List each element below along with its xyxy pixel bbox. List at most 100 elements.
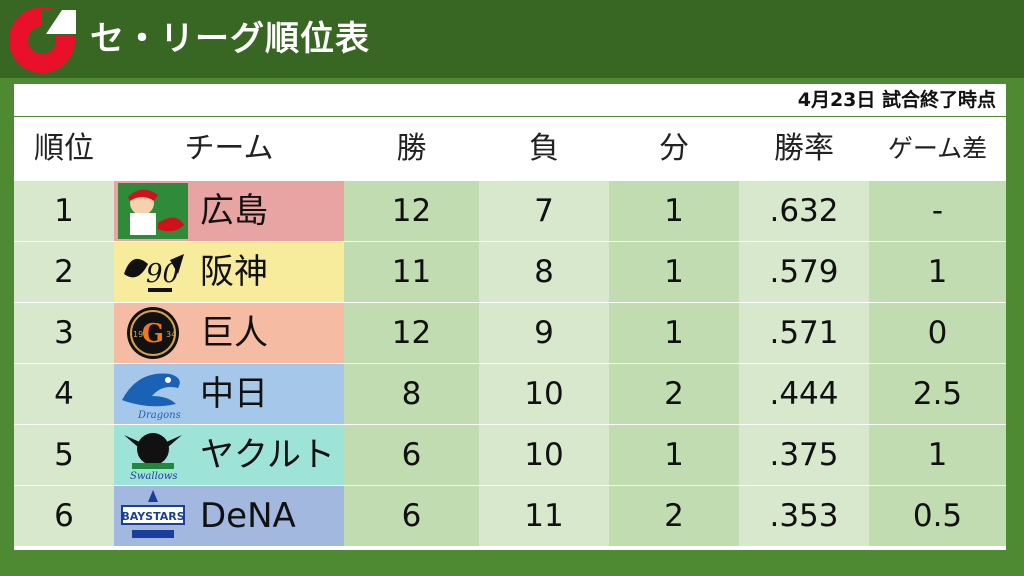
losses-cell: 10 bbox=[524, 376, 564, 412]
games-behind-cell: 0 bbox=[927, 315, 948, 351]
date-strip: 4月23日 試合終了時点 bbox=[14, 84, 1006, 116]
svg-text:G: G bbox=[142, 319, 164, 349]
rank-cell: 6 bbox=[54, 498, 74, 534]
col-header-draws: 分 bbox=[659, 131, 689, 166]
dragons-logo-icon: Dragons bbox=[118, 366, 188, 422]
cell-background bbox=[479, 486, 609, 546]
svg-text:Dragons: Dragons bbox=[137, 410, 181, 421]
cell-background bbox=[609, 425, 739, 485]
cell-background bbox=[739, 364, 869, 424]
cell-background bbox=[344, 486, 479, 546]
games-behind-cell: 1 bbox=[927, 437, 948, 473]
cell-background bbox=[14, 486, 114, 546]
as-of-date: 4月23日 試合終了時点 bbox=[797, 89, 996, 111]
cell-background bbox=[479, 364, 609, 424]
cell-background bbox=[479, 425, 609, 485]
team-name: 中日 bbox=[200, 374, 268, 414]
rank-cell: 3 bbox=[54, 315, 74, 351]
rank-cell: 5 bbox=[54, 437, 74, 473]
cell-background bbox=[739, 486, 869, 546]
baystars-logo-icon: BAYSTARS bbox=[118, 488, 188, 544]
rank-cell: 1 bbox=[54, 193, 74, 229]
cell-background bbox=[609, 486, 739, 546]
pct-cell: .571 bbox=[769, 315, 839, 351]
cell-background bbox=[869, 486, 1006, 546]
cell-background bbox=[869, 181, 1006, 241]
cell-background bbox=[739, 303, 869, 363]
col-header-losses: 負 bbox=[529, 131, 559, 166]
cell-background bbox=[479, 242, 609, 302]
cell-background bbox=[869, 425, 1006, 485]
cell-background bbox=[739, 425, 869, 485]
pct-cell: .444 bbox=[769, 376, 839, 412]
cell-background bbox=[14, 364, 114, 424]
wins-cell: 6 bbox=[401, 437, 422, 473]
draws-cell: 2 bbox=[664, 498, 684, 534]
losses-cell: 8 bbox=[534, 254, 554, 290]
brand-logo-icon bbox=[9, 7, 76, 73]
games-behind-cell: 2.5 bbox=[912, 376, 963, 412]
page-title: セ・リーグ順位表 bbox=[90, 19, 370, 59]
draws-cell: 1 bbox=[664, 437, 684, 473]
rank-cell: 2 bbox=[54, 254, 74, 290]
col-header-wins: 勝 bbox=[396, 131, 427, 166]
cell-background bbox=[479, 181, 609, 241]
team-name: 阪神 bbox=[200, 252, 268, 292]
cell-background bbox=[739, 181, 869, 241]
cell-background bbox=[609, 303, 739, 363]
team-name: DeNA bbox=[200, 496, 296, 536]
cell-background bbox=[869, 303, 1006, 363]
losses-cell: 7 bbox=[534, 193, 554, 229]
cell-background bbox=[14, 181, 114, 241]
pct-cell: .353 bbox=[769, 498, 839, 534]
cell-background bbox=[14, 425, 114, 485]
cell-background bbox=[344, 303, 479, 363]
col-header-rank: 順位 bbox=[34, 131, 94, 166]
svg-text:Swallows: Swallows bbox=[130, 471, 177, 482]
games-behind-cell: 0.5 bbox=[912, 498, 963, 534]
cell-background bbox=[14, 242, 114, 302]
svg-text:19: 19 bbox=[133, 330, 143, 339]
wins-cell: 8 bbox=[401, 376, 422, 412]
svg-text:BAYSTARS: BAYSTARS bbox=[121, 510, 184, 523]
cell-background bbox=[344, 181, 479, 241]
pct-cell: .375 bbox=[769, 437, 839, 473]
pct-cell: .632 bbox=[769, 193, 839, 229]
table-row: 1 広島 12 7 1 .632 - bbox=[14, 181, 1006, 241]
cell-background bbox=[344, 364, 479, 424]
swallows-logo-icon: Swallows bbox=[118, 427, 188, 483]
cell-background bbox=[609, 242, 739, 302]
table-row: BAYSTARS 6 DeNA 6 11 2 .353 0.5 bbox=[14, 486, 1006, 546]
header-bar: セ・リーグ順位表 bbox=[0, 0, 1024, 78]
pct-cell: .579 bbox=[769, 254, 839, 290]
losses-cell: 11 bbox=[524, 498, 564, 534]
losses-cell: 10 bbox=[524, 437, 564, 473]
draws-cell: 1 bbox=[664, 315, 684, 351]
cell-background bbox=[739, 242, 869, 302]
rank-cell: 4 bbox=[54, 376, 74, 412]
wins-cell: 11 bbox=[391, 254, 432, 290]
cell-background bbox=[14, 303, 114, 363]
wins-cell: 6 bbox=[401, 498, 422, 534]
cell-background bbox=[869, 364, 1006, 424]
standings-table: 順位 チーム 勝 負 分 勝率 ゲーム差 1 広島 12 7 1.632-90 2 阪神 11… bbox=[14, 117, 1006, 550]
table-row: 90 2 阪神 11 8 1 .579 1 bbox=[14, 242, 1006, 302]
carp-logo-icon bbox=[118, 183, 188, 239]
cell-background bbox=[609, 364, 739, 424]
giants-logo-icon: G 19 34 bbox=[118, 305, 188, 361]
team-name: ヤクルト bbox=[200, 435, 335, 475]
table-row: G 19 34 3 巨人 12 9 1 .571 0 bbox=[14, 303, 1006, 363]
losses-cell: 9 bbox=[534, 315, 554, 351]
games-behind-cell: 1 bbox=[927, 254, 948, 290]
cell-background bbox=[344, 425, 479, 485]
tigers-logo-icon: 90 bbox=[118, 244, 188, 300]
col-header-pct: 勝率 bbox=[774, 131, 834, 166]
cell-background bbox=[344, 242, 479, 302]
table-row: Dragons 4 中日 8 10 2 .444 2.5 bbox=[14, 364, 1006, 424]
draws-cell: 2 bbox=[664, 376, 684, 412]
col-header-games-behind: ゲーム差 bbox=[887, 134, 988, 163]
cell-background bbox=[479, 303, 609, 363]
draws-cell: 1 bbox=[664, 193, 684, 229]
svg-text:34: 34 bbox=[166, 330, 176, 339]
team-name: 広島 bbox=[200, 191, 268, 231]
